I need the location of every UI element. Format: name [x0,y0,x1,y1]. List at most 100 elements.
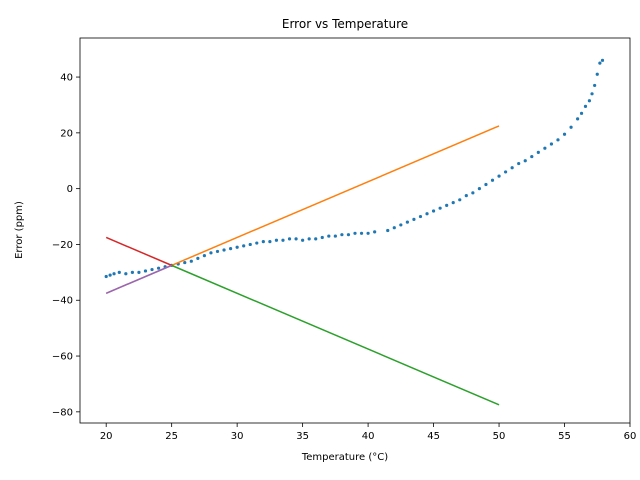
data-point [222,248,226,252]
data-point [490,178,495,182]
y-axis-label: Error (ppm) [14,201,25,259]
data-point [517,161,521,166]
data-point [425,212,429,216]
y-tick-label: 20 [60,128,73,139]
data-point [287,237,292,241]
data-point [228,247,233,251]
data-point [366,231,370,235]
data-point [242,244,246,248]
data-point [108,273,112,277]
data-point [268,240,272,244]
data-point [569,125,573,129]
data-point [484,182,488,187]
y-tick-label: 40 [60,73,73,84]
data-point [503,170,508,174]
data-point [124,272,128,276]
data-point [412,217,416,221]
chart-title: Error vs Temperature [282,17,408,31]
data-point [590,92,594,96]
data-point [523,159,527,163]
y-tick-label: −40 [52,296,73,307]
data-point [327,234,331,238]
data-point [143,269,148,273]
data-point [471,191,475,195]
x-tick-label: 35 [296,431,309,442]
data-point [117,270,121,274]
x-axis-label: Temperature (°C) [301,452,388,463]
data-point [556,138,560,142]
data-point [583,104,588,108]
data-point [510,166,514,170]
data-point [600,58,605,62]
data-point [156,266,161,270]
data-point [320,235,324,240]
data-point [248,242,252,247]
data-point [576,117,580,121]
data-point [445,203,449,207]
data-point [562,132,567,136]
data-point [405,220,409,224]
x-axis: 20 25 30 35 40 45 50 55 60 [100,423,636,442]
data-point [189,259,193,263]
data-point [274,238,279,242]
data-point [183,260,187,265]
data-point [530,154,534,159]
fit-line-4 [105,264,172,294]
fit-line-2 [171,264,500,406]
data-point [130,270,134,274]
data-point [458,198,462,202]
data-point [294,237,298,241]
data-point [595,72,599,76]
y-tick-label: −80 [52,407,73,418]
x-tick-label: 20 [100,431,113,442]
data-point [255,241,259,245]
data-point [104,274,108,279]
data-point [593,83,597,88]
fit-line-3 [105,236,172,267]
data-point [353,231,357,235]
data-point [281,238,285,242]
y-tick-label: −20 [52,240,73,251]
x-tick-label: 30 [231,431,244,442]
data-point [340,233,344,237]
plot-area [104,58,605,406]
data-point [497,174,501,178]
data-point [307,237,311,241]
data-point [399,223,403,227]
data-point [386,228,390,233]
x-tick-label: 45 [427,431,440,442]
x-tick-label: 50 [493,431,506,442]
x-tick-label: 25 [165,431,178,442]
data-point [261,240,265,244]
data-point [209,251,213,255]
data-point [536,150,540,154]
data-point [431,209,436,213]
data-point [301,238,305,242]
data-point [579,111,584,115]
data-point [346,233,351,237]
x-tick-label: 55 [558,431,571,442]
data-point [112,272,116,276]
data-point [137,270,141,274]
data-point [150,267,154,272]
data-point [196,256,200,260]
data-point [202,254,207,258]
data-point [598,61,602,65]
data-point [587,99,592,103]
data-point [373,230,377,234]
data-point [314,237,318,241]
y-axis: −80 −60 −40 −20 0 20 40 [52,73,80,418]
y-tick-label: −60 [52,352,73,363]
x-tick-label: 40 [362,431,375,442]
data-point [418,214,423,219]
plot-frame [79,37,631,424]
y-tick-label: 0 [67,184,73,195]
data-point [464,194,468,198]
data-point [451,201,455,205]
data-point [333,234,337,238]
data-point [235,245,239,249]
data-point [477,187,482,191]
data-point [438,206,442,210]
data-point [392,226,396,230]
